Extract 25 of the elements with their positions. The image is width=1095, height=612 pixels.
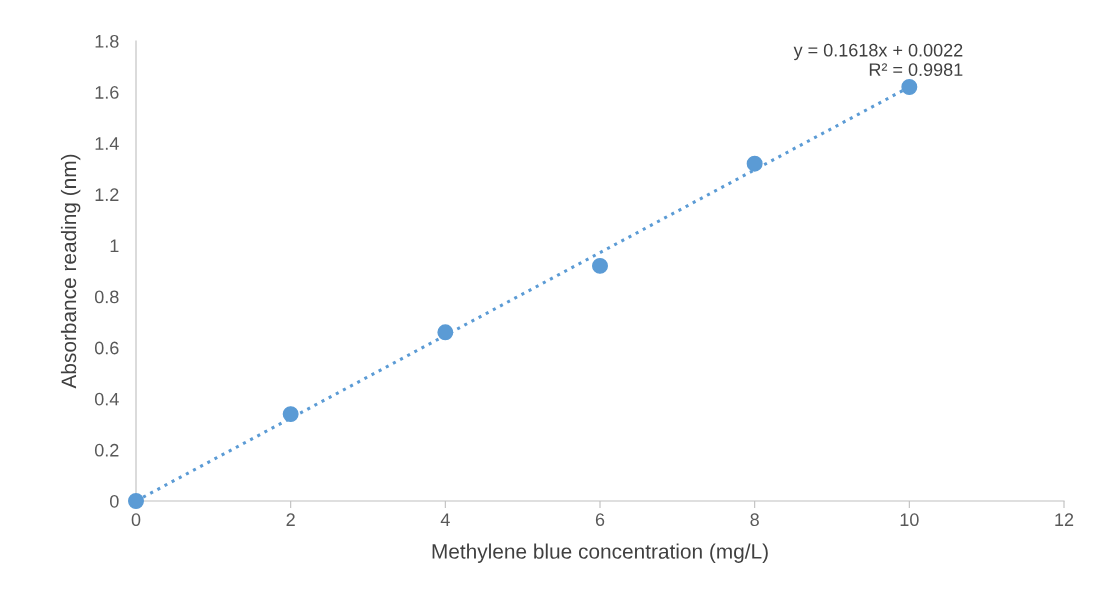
point bbox=[746, 155, 763, 172]
x-tick-label: 2 bbox=[286, 513, 295, 526]
point bbox=[592, 257, 608, 274]
y-tick-label: 0.6 bbox=[94, 341, 119, 355]
y-tick-label: 0.4 bbox=[94, 392, 119, 406]
x-tick-label: 6 bbox=[595, 513, 605, 527]
y-tick-label: 1.4 bbox=[95, 137, 119, 150]
x-tick-label: 0 bbox=[131, 513, 141, 527]
y-tick-label: 1.6 bbox=[95, 86, 119, 99]
y-axis-title: Absorbance reading (nm) bbox=[60, 154, 81, 389]
x-tick-label: 12 bbox=[1055, 513, 1074, 526]
x-axis-title: Methylene blue concentration (mg/L) bbox=[432, 543, 768, 563]
y-tick-label: 0 bbox=[110, 494, 119, 508]
x-tick-label: 8 bbox=[750, 513, 759, 527]
y-tick-label: 0.8 bbox=[94, 290, 119, 304]
x-tick-label: 10 bbox=[900, 513, 919, 527]
y-tick-label: 1 bbox=[110, 239, 119, 252]
y-tick-label: 0.2 bbox=[94, 443, 119, 457]
point bbox=[437, 324, 454, 341]
point bbox=[282, 406, 299, 423]
y-tick-label: 1.8 bbox=[95, 34, 119, 48]
point bbox=[128, 493, 144, 509]
y-tick-label: 1.2 bbox=[95, 188, 119, 201]
x-tick-label: 4 bbox=[440, 513, 450, 526]
annotation: y = 0.1618x + 0.0022 R² = 0.9981 bbox=[793, 43, 963, 77]
